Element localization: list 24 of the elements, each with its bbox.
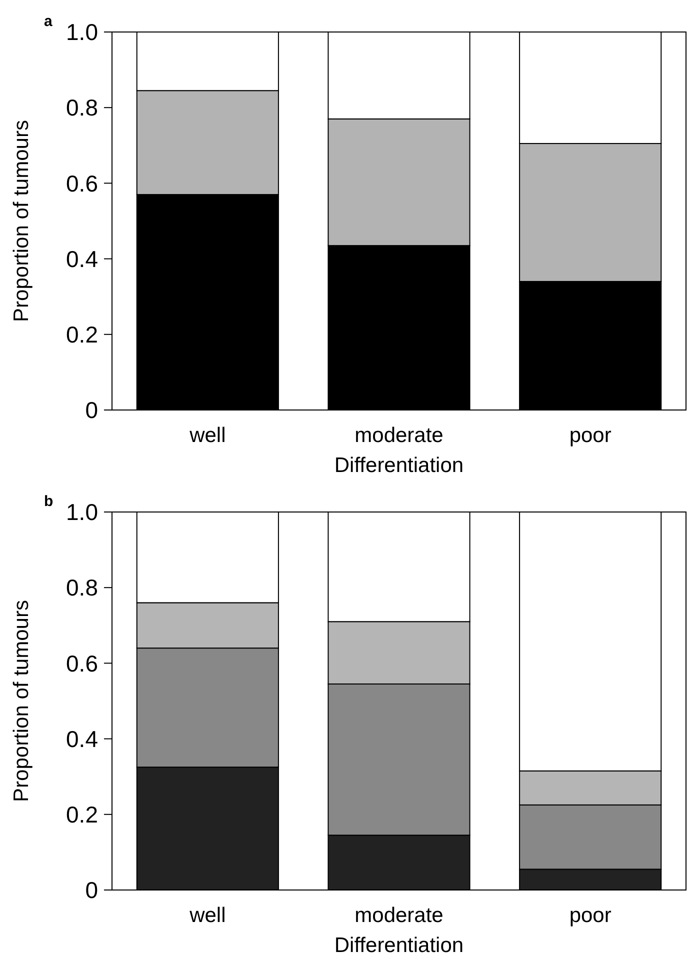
x-tick-label: well xyxy=(188,904,226,927)
y-tick-label: 0.8 xyxy=(66,574,98,601)
y-tick-label: 0 xyxy=(85,877,98,904)
y-tick-label: 0.2 xyxy=(66,321,98,348)
x-tick-label: moderate xyxy=(354,904,444,927)
y-axis-title: Proportion of tumours xyxy=(10,600,33,802)
y-tick-label: 0.2 xyxy=(66,801,98,828)
y-tick-label: 0 xyxy=(85,397,98,424)
chart-title: a xyxy=(44,13,53,30)
y-axis-title: Proportion of tumours xyxy=(10,120,33,322)
y-tick-label: 0.4 xyxy=(66,726,98,752)
x-tick-label: well xyxy=(188,424,226,447)
y-tick-label: 0.4 xyxy=(66,246,98,272)
x-tick-label: poor xyxy=(569,904,612,927)
y-tick-label: 0.6 xyxy=(66,170,98,196)
chart-title: b xyxy=(44,493,54,510)
y-tick-label: 0.6 xyxy=(66,650,98,676)
y-tick-label: 1.0 xyxy=(66,19,98,46)
x-axis-title: Differentiation xyxy=(334,454,464,477)
y-tick-label: 0.8 xyxy=(66,94,98,121)
x-tick-label: moderate xyxy=(354,424,444,447)
x-tick-label: poor xyxy=(569,424,612,447)
y-tick-label: 1.0 xyxy=(66,499,98,526)
x-axis-title: Differentiation xyxy=(334,934,464,957)
